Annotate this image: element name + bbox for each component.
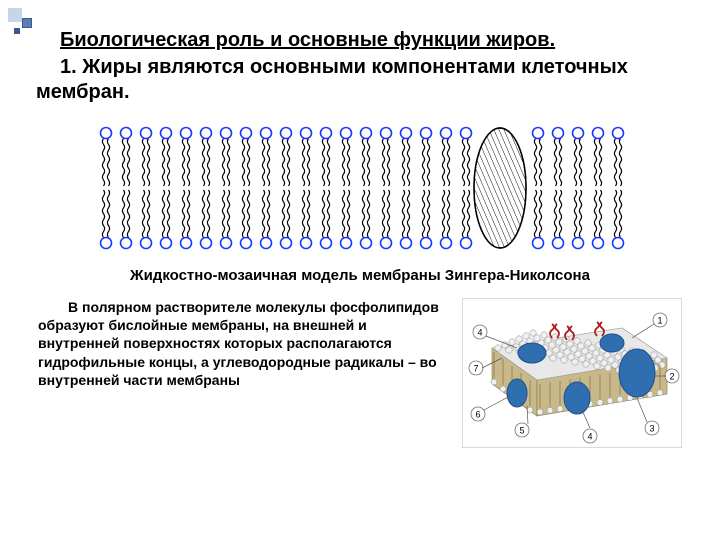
svg-text:3: 3 (649, 424, 654, 434)
page-title: Биологическая роль и основные функции жи… (36, 28, 684, 53)
lower-row: В полярном растворителе молекулы фосфоли… (36, 298, 684, 448)
slide-content: Биологическая роль и основные функции жи… (0, 0, 720, 448)
deco-square-2 (22, 18, 32, 28)
corner-decoration (8, 8, 36, 36)
svg-text:6: 6 (475, 410, 480, 420)
svg-text:5: 5 (519, 426, 524, 436)
svg-text:2: 2 (669, 372, 674, 382)
deco-square-1 (8, 8, 22, 22)
page-subtitle: 1. Жиры являются основными компонентами … (36, 55, 684, 105)
membrane-diagram (90, 123, 630, 253)
description-paragraph: В полярном растворителе молекулы фосфоли… (38, 298, 448, 389)
svg-text:1: 1 (657, 316, 662, 326)
diagram-caption: Жидкостно-мозаичная модель мембраны Зинг… (36, 267, 684, 284)
svg-text:4: 4 (477, 328, 482, 338)
svg-text:7: 7 (473, 364, 478, 374)
deco-square-3 (14, 28, 20, 34)
membrane-3d-model: 1 2 3 4 5 6 7 4 (462, 298, 682, 448)
svg-text:4: 4 (587, 432, 592, 442)
